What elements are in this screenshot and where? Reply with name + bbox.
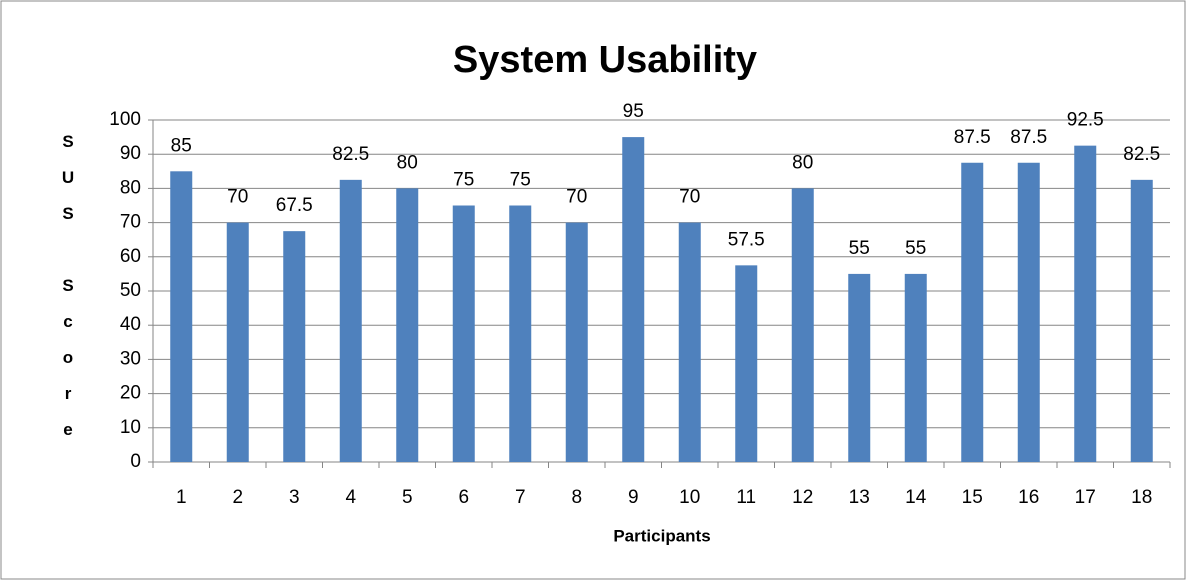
x-tick-label: 13 [849, 487, 870, 508]
x-tick-label: 6 [458, 487, 469, 508]
data-label: 70 [566, 187, 587, 208]
y-tick-label: 40 [120, 314, 141, 335]
x-tick-label: 17 [1075, 487, 1096, 508]
bar [678, 222, 701, 462]
bar [735, 265, 758, 462]
bar [396, 188, 419, 462]
data-label: 82.5 [1123, 144, 1160, 165]
y-tick-label: 10 [120, 417, 141, 438]
y-tick-label: 60 [120, 246, 141, 267]
data-label: 57.5 [728, 229, 765, 250]
bar [565, 222, 588, 462]
x-tick-label: 4 [345, 487, 356, 508]
bar [226, 222, 249, 462]
x-tick-label: 5 [402, 487, 413, 508]
bar [1017, 162, 1040, 462]
data-label: 85 [171, 135, 192, 156]
bar [622, 137, 645, 462]
bar [1130, 179, 1153, 462]
x-tick-label: 14 [905, 487, 927, 508]
data-label: 70 [679, 187, 700, 208]
data-label: 67.5 [276, 195, 313, 216]
x-tick-label: 2 [232, 487, 243, 508]
bar [170, 171, 193, 463]
chart-title: System Usability [453, 39, 757, 81]
data-label: 92.5 [1067, 110, 1104, 131]
x-tick-label: 12 [792, 487, 813, 508]
x-tick-label: 16 [1018, 487, 1039, 508]
x-tick-label: 1 [176, 487, 187, 508]
bar [283, 231, 306, 462]
data-label: 87.5 [1010, 127, 1047, 148]
bar [904, 273, 927, 462]
data-label: 55 [849, 238, 870, 259]
data-label: 82.5 [332, 144, 369, 165]
x-tick-label: 3 [289, 487, 300, 508]
y-tick-label: 70 [120, 212, 141, 233]
y-tick-label: 20 [120, 383, 141, 404]
bar [848, 273, 871, 462]
x-axis-label: Participants [613, 526, 710, 545]
y-tick-label: 0 [130, 451, 141, 472]
y-tick-label: 50 [120, 280, 141, 301]
data-label: 55 [905, 238, 926, 259]
bar [1074, 145, 1097, 462]
bar [339, 179, 362, 462]
bar [452, 205, 475, 462]
data-label: 75 [453, 170, 474, 191]
x-tick-label: 9 [628, 487, 639, 508]
x-tick-label: 18 [1131, 487, 1152, 508]
x-tick-label: 8 [571, 487, 582, 508]
y-tick-label: 90 [120, 143, 141, 164]
data-label: 75 [510, 170, 531, 191]
bar [509, 205, 532, 462]
bar [961, 162, 984, 462]
y-tick-label: 30 [120, 348, 141, 369]
y-tick-label: 80 [120, 177, 141, 198]
data-label: 87.5 [954, 127, 991, 148]
bar [791, 188, 814, 462]
x-tick-label: 11 [736, 487, 756, 508]
data-label: 70 [227, 187, 248, 208]
data-label: 80 [792, 152, 813, 173]
y-tick-label: 100 [109, 109, 141, 130]
x-tick-label: 10 [679, 487, 700, 508]
x-tick-label: 7 [515, 487, 526, 508]
x-tick-label: 15 [962, 487, 983, 508]
data-label: 80 [397, 152, 418, 173]
data-label: 95 [623, 101, 644, 122]
